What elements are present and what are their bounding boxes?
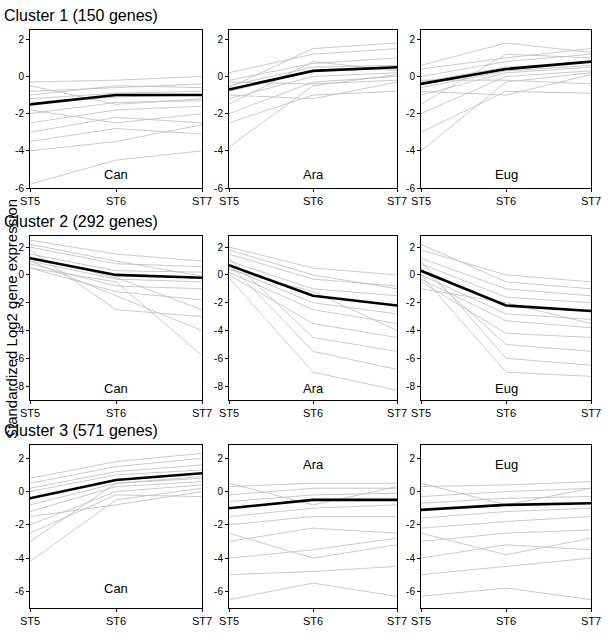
svg-text:Ara: Ara — [303, 167, 324, 182]
svg-text:0: 0 — [18, 486, 24, 497]
svg-text:2: 2 — [18, 242, 24, 253]
svg-text:2: 2 — [217, 242, 223, 253]
svg-text:ST5: ST5 — [219, 615, 239, 627]
svg-text:ST6: ST6 — [106, 407, 126, 419]
svg-text:-2: -2 — [406, 297, 415, 308]
svg-text:ST5: ST5 — [411, 615, 431, 627]
svg-text:ST5: ST5 — [411, 407, 431, 419]
svg-text:Ara: Ara — [303, 381, 324, 396]
svg-text:ST7: ST7 — [192, 195, 212, 207]
svg-text:Cluster 3 (571 genes): Cluster 3 (571 genes) — [4, 422, 158, 439]
svg-text:ST5: ST5 — [219, 407, 239, 419]
svg-text:0: 0 — [217, 269, 223, 280]
svg-text:Standardized Log2 gene express: Standardized Log2 gene expression — [3, 199, 20, 439]
svg-text:-6: -6 — [15, 353, 24, 364]
svg-text:-6: -6 — [214, 353, 223, 364]
svg-text:ST6: ST6 — [496, 407, 516, 419]
svg-text:-8: -8 — [406, 381, 415, 392]
svg-text:ST5: ST5 — [411, 195, 431, 207]
svg-text:-4: -4 — [406, 145, 415, 156]
svg-text:ST6: ST6 — [303, 615, 323, 627]
svg-text:ST6: ST6 — [106, 615, 126, 627]
svg-text:ST6: ST6 — [496, 615, 516, 627]
svg-text:-6: -6 — [15, 586, 24, 597]
svg-text:-4: -4 — [214, 145, 223, 156]
svg-text:-4: -4 — [15, 145, 24, 156]
svg-text:-4: -4 — [15, 325, 24, 336]
svg-text:Eug: Eug — [495, 167, 518, 182]
svg-text:ST6: ST6 — [303, 195, 323, 207]
svg-text:-2: -2 — [406, 108, 415, 119]
svg-text:ST5: ST5 — [20, 195, 40, 207]
svg-text:Cluster 1 (150 genes): Cluster 1 (150 genes) — [4, 7, 158, 24]
svg-text:-2: -2 — [214, 297, 223, 308]
svg-text:2: 2 — [217, 34, 223, 45]
svg-text:Ara: Ara — [303, 457, 324, 472]
svg-text:-4: -4 — [406, 325, 415, 336]
svg-text:Cluster 2 (292 genes): Cluster 2 (292 genes) — [4, 213, 158, 230]
svg-text:ST6: ST6 — [303, 407, 323, 419]
svg-text:0: 0 — [409, 269, 415, 280]
svg-text:ST7: ST7 — [387, 407, 407, 419]
svg-text:2: 2 — [18, 453, 24, 464]
svg-text:-6: -6 — [406, 183, 415, 194]
svg-text:Can: Can — [104, 167, 128, 182]
svg-text:2: 2 — [18, 34, 24, 45]
svg-text:2: 2 — [217, 453, 223, 464]
svg-text:-8: -8 — [214, 381, 223, 392]
svg-text:Eug: Eug — [495, 457, 518, 472]
svg-text:ST7: ST7 — [192, 407, 212, 419]
svg-text:Eug: Eug — [495, 381, 518, 396]
svg-text:ST7: ST7 — [192, 615, 212, 627]
svg-text:-2: -2 — [406, 519, 415, 530]
svg-text:0: 0 — [217, 486, 223, 497]
svg-text:Can: Can — [104, 381, 128, 396]
svg-text:ST7: ST7 — [581, 615, 601, 627]
svg-text:0: 0 — [217, 71, 223, 82]
svg-text:-4: -4 — [214, 553, 223, 564]
svg-text:-4: -4 — [214, 325, 223, 336]
svg-text:2: 2 — [409, 34, 415, 45]
svg-text:ST7: ST7 — [387, 195, 407, 207]
svg-text:0: 0 — [409, 71, 415, 82]
svg-text:0: 0 — [18, 71, 24, 82]
svg-text:-2: -2 — [15, 108, 24, 119]
svg-text:ST7: ST7 — [387, 615, 407, 627]
svg-text:-4: -4 — [15, 553, 24, 564]
svg-text:ST7: ST7 — [581, 195, 601, 207]
svg-text:-6: -6 — [15, 183, 24, 194]
svg-text:ST5: ST5 — [20, 407, 40, 419]
svg-text:-8: -8 — [15, 381, 24, 392]
svg-text:ST6: ST6 — [496, 195, 516, 207]
svg-text:2: 2 — [409, 242, 415, 253]
svg-text:-2: -2 — [15, 519, 24, 530]
svg-text:-2: -2 — [15, 297, 24, 308]
svg-text:ST5: ST5 — [219, 195, 239, 207]
svg-text:ST7: ST7 — [581, 407, 601, 419]
svg-text:-2: -2 — [214, 108, 223, 119]
svg-text:0: 0 — [18, 269, 24, 280]
svg-text:-6: -6 — [214, 183, 223, 194]
svg-text:ST5: ST5 — [20, 615, 40, 627]
svg-text:-6: -6 — [406, 353, 415, 364]
svg-text:0: 0 — [409, 486, 415, 497]
svg-text:-6: -6 — [406, 586, 415, 597]
svg-text:ST6: ST6 — [106, 195, 126, 207]
svg-text:2: 2 — [409, 453, 415, 464]
svg-text:Can: Can — [104, 581, 128, 596]
svg-text:-4: -4 — [406, 553, 415, 564]
svg-text:-6: -6 — [214, 586, 223, 597]
svg-text:-2: -2 — [214, 519, 223, 530]
